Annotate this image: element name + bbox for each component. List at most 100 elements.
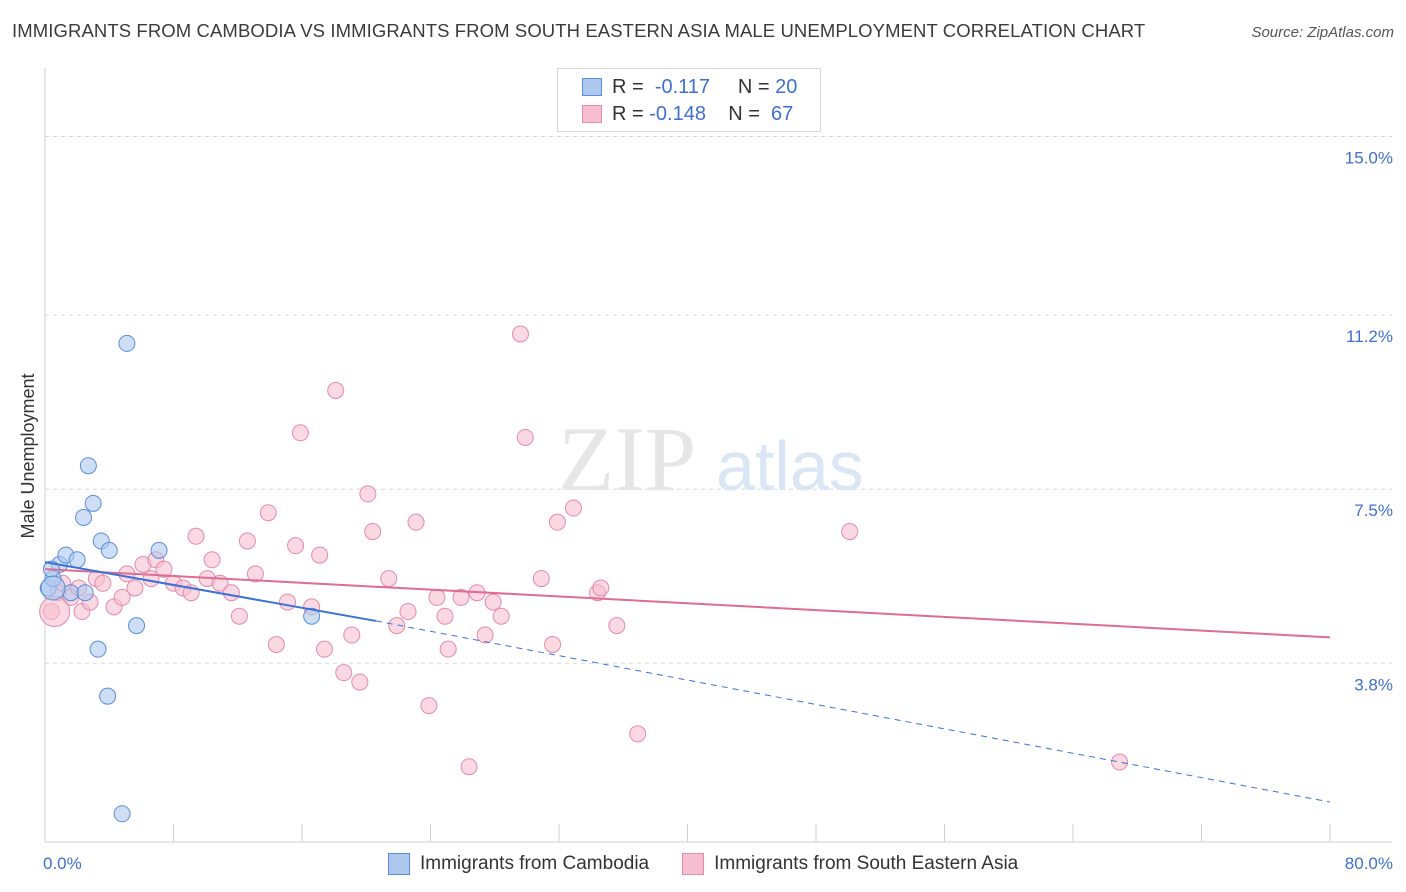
data-point-south-eastern-asia [203, 551, 221, 569]
data-point-south-eastern-asia [420, 697, 438, 715]
data-point-south-eastern-asia [291, 424, 309, 442]
data-point-cambodia [75, 508, 93, 526]
tick-labels: 3.8% 7.5% 11.2% 15.0% 0.0% 80.0% [43, 148, 1393, 873]
data-point-cambodia [68, 551, 86, 569]
data-point-south-eastern-asia [287, 537, 305, 555]
data-point-south-eastern-asia [608, 617, 626, 635]
legend-row-south-eastern-asia: R = -0.148 N = 67 [582, 102, 793, 126]
data-point-south-eastern-asia [39, 596, 71, 628]
legend-item-cambodia[interactable]: Immigrants from Cambodia [388, 853, 649, 875]
data-point-south-eastern-asia [113, 588, 131, 606]
data-point-south-eastern-asia [246, 565, 264, 583]
data-point-south-eastern-asia [1111, 753, 1129, 771]
data-point-cambodia [303, 607, 321, 625]
data-point-south-eastern-asia [364, 523, 382, 541]
correlation-legend: R = -0.117 N = 20 R = -0.148 N = 67 [557, 68, 821, 132]
data-point-south-eastern-asia [511, 325, 529, 343]
legend-row-cambodia: R = -0.117 N = 20 [582, 75, 797, 99]
data-point-south-eastern-asia [452, 588, 470, 606]
x-tick-label: 0.0% [43, 854, 82, 873]
legend-n-label: N = [728, 102, 760, 125]
data-point-south-eastern-asia [343, 626, 361, 644]
legend-r-value: -0.148 [649, 102, 706, 125]
watermark-zip: ZIP [558, 408, 696, 510]
watermark-atlas: atlas [716, 427, 864, 505]
data-point-south-eastern-asia [335, 664, 353, 682]
data-point-south-eastern-asia [476, 626, 494, 644]
data-point-cambodia [84, 494, 102, 512]
data-point-south-eastern-asia [380, 570, 398, 588]
data-point-cambodia [150, 541, 168, 559]
data-point-cambodia [76, 584, 94, 602]
legend-n-label: N = [737, 75, 770, 98]
data-point-south-eastern-asia [399, 603, 417, 621]
data-point-south-eastern-asia [267, 635, 285, 653]
data-point-cambodia [99, 687, 117, 705]
data-point-south-eastern-asia [841, 523, 859, 541]
legend-swatch-pink [682, 853, 705, 875]
data-point-cambodia [79, 457, 97, 475]
legend-r-label: R = [612, 75, 644, 98]
legend-label-cambodia: Immigrants from Cambodia [420, 853, 650, 874]
data-point-south-eastern-asia [311, 546, 329, 564]
y-tick-label: 3.8% [1354, 675, 1393, 694]
series-south-eastern-asia-points [39, 325, 1129, 776]
trend-line-cambodia-extension [375, 620, 1331, 803]
legend-swatch-pink [582, 105, 602, 123]
data-point-south-eastern-asia [564, 499, 582, 517]
data-point-south-eastern-asia [548, 513, 566, 531]
data-point-south-eastern-asia [222, 584, 240, 602]
data-point-south-eastern-asia [230, 607, 248, 625]
legend-item-south-eastern-asia[interactable]: Immigrants from South Eastern Asia [682, 853, 1018, 875]
legend-label-south-eastern-asia: Immigrants from South Eastern Asia [714, 853, 1019, 874]
data-point-south-eastern-asia [484, 593, 502, 611]
data-point-south-eastern-asia [94, 574, 112, 592]
y-tick-label: 15.0% [1345, 148, 1393, 167]
data-point-south-eastern-asia [187, 527, 205, 545]
data-point-south-eastern-asia [544, 635, 562, 653]
data-point-cambodia [89, 640, 107, 658]
trend-lines [44, 561, 1331, 803]
data-point-south-eastern-asia [516, 428, 534, 446]
data-point-south-eastern-asia [460, 758, 478, 776]
series-legend: Immigrants from Cambodia Immigrants from… [388, 852, 1051, 876]
data-point-south-eastern-asia [407, 513, 425, 531]
data-point-south-eastern-asia [259, 504, 277, 522]
legend-n-value: 67 [771, 102, 794, 125]
y-axis-label: Male Unemployment [18, 373, 38, 538]
source-label: Source: ZipAtlas.com [1251, 24, 1394, 41]
data-point-south-eastern-asia [327, 381, 345, 399]
data-point-cambodia [128, 617, 146, 635]
data-point-south-eastern-asia [315, 640, 333, 658]
data-point-cambodia [100, 541, 118, 559]
data-point-south-eastern-asia [629, 725, 647, 743]
legend-r-label: R = [612, 102, 644, 125]
x-tick-label: 80.0% [1345, 854, 1393, 873]
legend-r-value: -0.117 [654, 75, 711, 98]
trend-line-south-eastern-asia [44, 568, 1331, 639]
data-point-south-eastern-asia [428, 588, 446, 606]
data-point-cambodia [118, 334, 136, 352]
data-point-south-eastern-asia [492, 607, 510, 625]
data-point-south-eastern-asia [126, 579, 144, 597]
data-point-south-eastern-asia [388, 617, 406, 635]
data-point-south-eastern-asia [359, 485, 377, 503]
legend-swatch-blue [388, 853, 410, 875]
data-point-south-eastern-asia [279, 593, 297, 611]
data-point-south-eastern-asia [351, 673, 369, 691]
trend-line-cambodia [44, 561, 377, 622]
legend-n-value: 20 [775, 75, 798, 98]
data-point-south-eastern-asia [436, 607, 454, 625]
gridlines [45, 135, 1392, 664]
axes [44, 68, 1392, 843]
chart-title: IMMIGRANTS FROM CAMBODIA VS IMMIGRANTS F… [12, 20, 1146, 41]
data-point-south-eastern-asia [155, 560, 173, 578]
series-cambodia-points [39, 334, 321, 823]
data-point-cambodia [40, 575, 66, 601]
data-point-south-eastern-asia [238, 532, 256, 550]
data-point-south-eastern-asia [532, 570, 550, 588]
data-point-south-eastern-asia [439, 640, 457, 658]
y-tick-label: 7.5% [1354, 501, 1393, 520]
legend-swatch-blue [582, 78, 602, 96]
